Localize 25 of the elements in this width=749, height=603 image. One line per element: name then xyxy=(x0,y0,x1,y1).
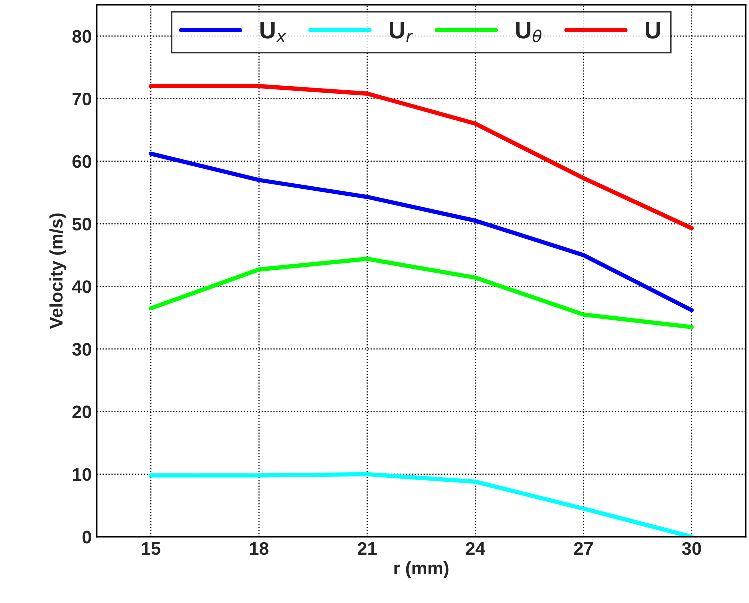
legend-label: U$_{θ}$ xyxy=(516,22,542,43)
y-axis-title: Velocity (m/s) xyxy=(50,214,66,330)
x-tick-label: 30 xyxy=(682,542,702,556)
legend-label: U xyxy=(646,22,660,39)
y-tick-label: 50 xyxy=(72,218,92,231)
x-tick-label: 15 xyxy=(142,542,161,556)
y-tick-label: 60 xyxy=(72,155,92,168)
x-tick-label: 24 xyxy=(466,542,486,555)
x-tick-label: 18 xyxy=(250,542,269,556)
y-tick-label: 10 xyxy=(73,468,92,482)
line-series xyxy=(149,257,694,330)
y-tick-label: 80 xyxy=(72,30,92,44)
line-series xyxy=(149,472,694,537)
y-tick-label: 40 xyxy=(72,280,92,294)
x-axis-title: r (mm) xyxy=(394,561,449,578)
y-tick-label: 0 xyxy=(82,530,92,544)
legend-label: U$_{r}$ xyxy=(390,22,414,42)
line-series xyxy=(149,152,694,313)
legend-label: U$_{x}$ xyxy=(260,22,286,42)
line-series xyxy=(149,84,694,231)
x-tick-label: 21 xyxy=(358,542,377,555)
y-tick-label: 30 xyxy=(72,343,92,356)
y-tick-label: 70 xyxy=(72,92,92,106)
x-tick-label: 27 xyxy=(574,542,593,555)
y-tick-label: 20 xyxy=(72,406,92,419)
